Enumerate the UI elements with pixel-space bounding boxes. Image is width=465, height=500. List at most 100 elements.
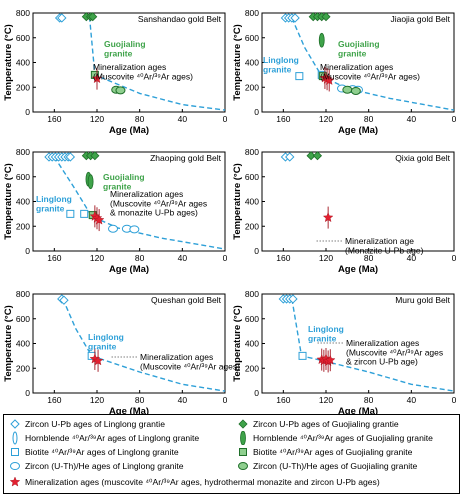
y-tick-label: 800 (16, 8, 30, 18)
data-point-mineral (323, 74, 335, 85)
plot-frame (32, 12, 226, 113)
x-tick-label: 160 (47, 253, 61, 263)
x-tick-label: 80 (364, 395, 374, 405)
data-point-gl-zircon (57, 13, 67, 23)
legend-symbol-gl-biotite (11, 448, 19, 456)
x-tick-label: 160 (276, 395, 290, 405)
legend-marker (238, 419, 248, 429)
legend-symbol-gj-biotite (239, 448, 247, 456)
x-tick-label: 160 (276, 114, 290, 124)
plot-frame (32, 293, 226, 394)
y-tick-label: 0 (254, 388, 259, 398)
legend-marker (10, 462, 20, 470)
y-tick-label: 800 (245, 147, 259, 157)
x-tick-label: 0 (223, 253, 228, 263)
data-point-gj-zircon (88, 12, 98, 22)
y-axis-label: Temperature (°C) (3, 305, 14, 381)
y-tick-label: 0 (25, 107, 30, 117)
y-axis-label: Temperature (°C) (232, 305, 243, 381)
x-tick-label: 120 (319, 114, 333, 124)
y-tick-label: 0 (254, 246, 259, 256)
y-axis-label: Temperature (°C) (232, 24, 243, 100)
legend-item-gj-zircon: Zircon U-Pb ages of Guojialing grantie (236, 418, 399, 430)
data-point-gl-biotite (298, 351, 307, 360)
data-point-gl-biotite (295, 72, 304, 81)
data-point-gl-he (129, 225, 140, 234)
x-tick-label: 40 (407, 395, 417, 405)
x-tick-label: 40 (178, 114, 188, 124)
cooling-path (291, 17, 455, 111)
y-tick-label: 0 (25, 246, 30, 256)
y-tick-label: 400 (16, 58, 30, 68)
data-point-gl-biotite (80, 209, 89, 218)
x-tick-label: 120 (319, 253, 333, 263)
legend-marker (239, 448, 247, 456)
data-point-gl-zircon (288, 294, 298, 304)
cooling-path (62, 298, 226, 392)
annotation: Guojialing granite (103, 172, 145, 191)
annotation: Mineralization ages (Muscovite ⁴⁰Ar/³⁹Ar … (93, 62, 193, 81)
x-tick-label: 0 (223, 395, 228, 405)
legend-item-mineral: Mineralization ages (muscovite ⁴⁰Ar/³⁹Ar… (8, 476, 380, 488)
legend-label: Zircon U-Pb ages of Guojialing grantie (253, 419, 399, 429)
legend-symbol-gj-hornblende (240, 431, 246, 445)
legend-marker (11, 448, 19, 456)
legend-item-gl-zircon: Zircon U-Pb ages of Linglong grantie (8, 418, 165, 430)
x-axis-label: Age (Ma) (109, 264, 149, 275)
legend-symbol-gl-he (10, 462, 20, 470)
y-tick-label: 400 (245, 339, 259, 349)
data-point-mineral (322, 212, 334, 223)
x-tick-label: 80 (364, 114, 374, 124)
y-tick-label: 600 (16, 172, 30, 182)
panel-title: Qixia gold Belt (395, 153, 450, 163)
y-tick-label: 200 (245, 221, 259, 231)
x-tick-label: 40 (178, 253, 188, 263)
legend-marker (238, 462, 248, 470)
panel-title: Sanshandao gold Belt (138, 14, 222, 24)
legend-symbol-mineral (9, 476, 21, 487)
legend-label: Mineralization ages (muscovite ⁴⁰Ar/³⁹Ar… (25, 476, 380, 487)
legend-symbol-gj-zircon (238, 419, 248, 429)
x-tick-label: 160 (47, 395, 61, 405)
annotation: Linglong granite (36, 194, 72, 213)
y-tick-label: 200 (245, 82, 259, 92)
y-tick-label: 200 (16, 82, 30, 92)
y-axis-label: Temperature (°C) (3, 163, 14, 239)
x-axis-label: Age (Ma) (338, 125, 378, 136)
data-point-gl-zircon (59, 295, 69, 305)
data-point-gj-hornblende (87, 174, 94, 190)
x-axis-label: Age (Ma) (338, 264, 378, 275)
annotation: Mineralization ages (Muscovite ⁴⁰Ar/³⁹Ar … (346, 338, 443, 367)
data-point-mineral (92, 355, 104, 366)
legend: Zircon U-Pb ages of Linglong grantie Zirc… (3, 414, 460, 494)
y-tick-label: 800 (245, 289, 259, 299)
cooling-path (291, 298, 455, 392)
y-tick-label: 600 (16, 33, 30, 43)
data-point-gj-he (350, 86, 361, 95)
data-point-gl-he (108, 224, 118, 233)
data-point-gj-zircon (321, 12, 331, 22)
x-tick-label: 40 (407, 114, 417, 124)
annotation: Linglong granite (88, 332, 124, 351)
legend-label: Hornblende ⁴⁰Ar/³⁹Ar ages of Linglong gr… (25, 432, 200, 443)
cooling-path (88, 16, 226, 111)
y-tick-label: 400 (16, 339, 30, 349)
legend-label: Biotite ⁴⁰Ar/³⁹Ar ages of Linglong grani… (25, 446, 179, 457)
x-tick-label: 40 (178, 395, 188, 405)
legend-item-gj-hornblende: Hornblende ⁴⁰Ar/³⁹Ar ages of Guojialing … (236, 431, 433, 445)
x-tick-label: 120 (90, 395, 104, 405)
legend-item-gj-he: Zircon (U-Th)/He ages of Guojialing gran… (236, 460, 417, 472)
legend-item-gj-biotite: Biotite ⁴⁰Ar/³⁹Ar ages of Guojialing gra… (236, 446, 412, 458)
legend-symbol-gl-hornblende (12, 431, 18, 445)
x-tick-label: 0 (452, 253, 457, 263)
panel-title: Queshan gold Belt (151, 295, 222, 305)
data-point-gj-he (115, 86, 126, 95)
data-point-gl-biotite (66, 209, 75, 218)
legend-item-gl-he: Zircon (U-Th)/He ages of Linglong granit… (8, 460, 184, 472)
legend-item-gl-hornblende: Hornblende ⁴⁰Ar/³⁹Ar ages of Linglong gr… (8, 431, 200, 445)
